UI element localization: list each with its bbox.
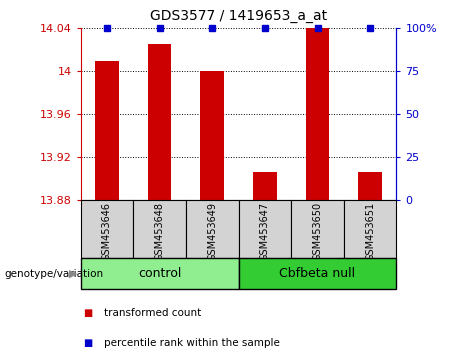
Text: Cbfbeta null: Cbfbeta null (279, 267, 355, 280)
Bar (253, 172, 277, 200)
Text: control: control (138, 267, 181, 280)
Text: GSM453651: GSM453651 (365, 202, 375, 261)
Bar (201, 71, 224, 200)
Bar (291, 200, 344, 258)
Text: genotype/variation: genotype/variation (5, 269, 104, 279)
Title: GDS3577 / 1419653_a_at: GDS3577 / 1419653_a_at (150, 9, 327, 23)
Bar (344, 200, 396, 258)
Text: ■: ■ (83, 338, 92, 348)
Bar (81, 258, 239, 289)
Text: transformed count: transformed count (104, 308, 201, 318)
Text: GSM453648: GSM453648 (154, 202, 165, 261)
Bar (133, 200, 186, 258)
Bar (239, 258, 396, 289)
Bar (186, 200, 239, 258)
Text: GSM453650: GSM453650 (313, 202, 323, 261)
Text: ▶: ▶ (69, 269, 77, 279)
Text: percentile rank within the sample: percentile rank within the sample (104, 338, 280, 348)
Bar (95, 61, 119, 200)
Text: GSM453646: GSM453646 (102, 202, 112, 261)
Bar (358, 172, 382, 200)
Bar (306, 28, 329, 200)
Text: GSM453649: GSM453649 (207, 202, 217, 261)
Text: ■: ■ (83, 308, 92, 318)
Bar (148, 44, 171, 200)
Text: GSM453647: GSM453647 (260, 202, 270, 261)
Bar (81, 200, 133, 258)
Bar (239, 200, 291, 258)
